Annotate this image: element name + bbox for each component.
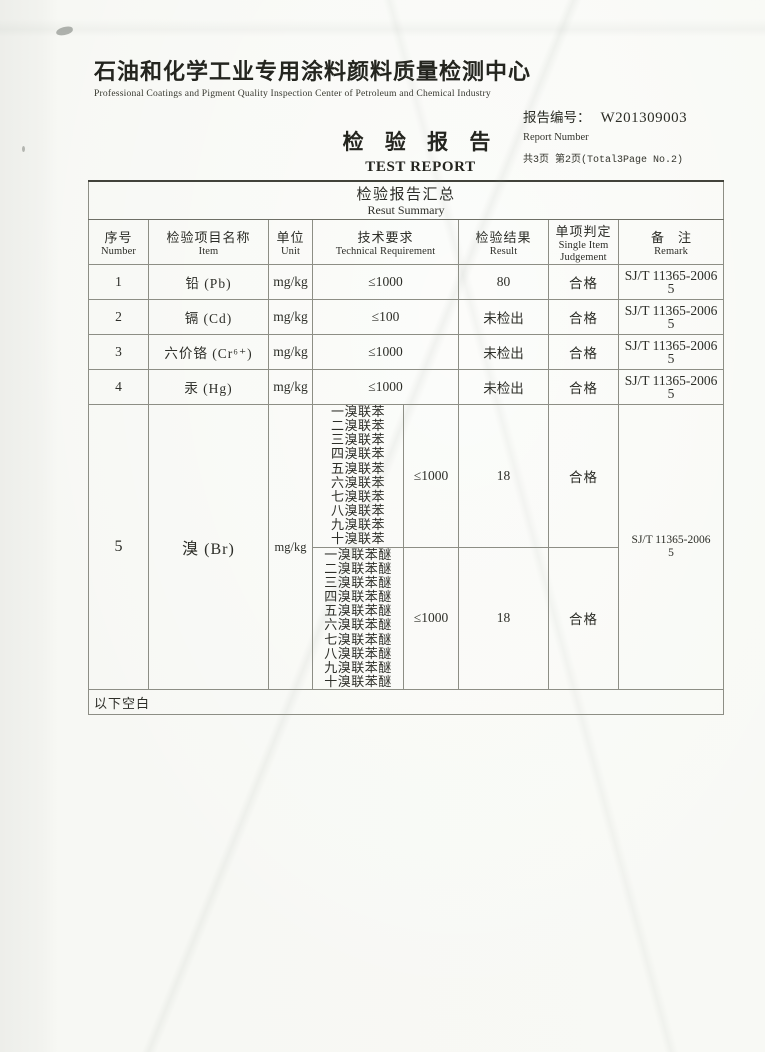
table-row-1: 1 铅 (Pb) mg/kg ≤1000 80 合格 SJ/T 11365-20… (88, 264, 725, 300)
cell-number: 3 (88, 334, 149, 370)
cell-number: 1 (88, 264, 149, 300)
report-number-label-zh: 报告编号： (523, 110, 591, 125)
substance-line: 五溴联苯醚 (324, 603, 392, 619)
cell-remark: SJ/T 11365-2006 5 (617, 264, 725, 300)
cell-item: 铅 (Pb) (148, 264, 269, 300)
scan-smudge (55, 25, 74, 37)
cell-item: 六价铬 (Cr⁶⁺) (148, 334, 269, 370)
substance-line: 五溴联苯 (330, 460, 385, 476)
cell-requirement: ≤100 (312, 299, 459, 335)
substance-line: 二溴联苯醚 (324, 560, 392, 576)
cell-judgement: 合格 (548, 299, 619, 335)
cell-result: 未检出 (458, 369, 549, 405)
cell-requirement: ≤1000 (312, 264, 459, 300)
org-name-en: Professional Coatings and Pigment Qualit… (94, 88, 491, 99)
col-header-requirement: 技术要求 Technical Requirement (312, 219, 459, 265)
substance-line: 四溴联苯 (330, 446, 385, 462)
cell-judgement: 合格 (548, 404, 619, 548)
document-title-zh: 检 验 报 告 (342, 130, 499, 154)
substance-line: 十溴联苯醚 (324, 673, 392, 689)
report-number-line: 报告编号： W201309003 (523, 106, 687, 127)
substance-line: 三溴联苯 (330, 432, 385, 448)
substance-line: 六溴联苯 (330, 474, 385, 490)
table-title-zh: 检验报告汇总 (356, 187, 456, 203)
substance-line: 六溴联苯醚 (324, 617, 392, 633)
substance-line: 十溴联苯 (330, 531, 385, 547)
cell-result: 80 (458, 264, 549, 300)
table-row-5-group-2: 一溴联苯醚 二溴联苯醚 三溴联苯醚 四溴联苯醚 五溴联苯醚 六溴联苯醚 七溴联苯醚 八溴联苯醚… (89, 546, 724, 691)
cell-requirement: ≤1000 (403, 546, 459, 691)
col-header-unit: 单位 Unit (268, 219, 313, 265)
col-header-remark: 备注 Remark (617, 219, 725, 265)
cell-judgement: 合格 (548, 334, 619, 370)
cell-remark: SJ/T 11365-2006 5 (617, 369, 725, 405)
cell-result: 18 (458, 404, 549, 548)
cell-judgement: 合格 (548, 546, 619, 691)
substance-line: 八溴联苯 (330, 503, 385, 519)
cell-remark: SJ/T 11365-2006 5 (617, 334, 725, 370)
cell-requirement: ≤1000 (403, 404, 459, 548)
report-meta: 报告编号： W201309003 Report Number 共3页 第2页(To… (523, 106, 687, 166)
col-header-number: 序号 Number (88, 219, 149, 265)
substance-line: 七溴联苯 (330, 488, 385, 504)
cell-judgement: 合格 (548, 264, 619, 300)
cell-item: 镉 (Cd) (148, 299, 269, 335)
cell-result: 未检出 (458, 299, 549, 335)
report-number-value: W201309003 (600, 110, 688, 126)
cell-remark: SJ/T 11365-2006 5 (617, 403, 725, 691)
substance-line: 一溴联苯 (330, 404, 385, 419)
cell-number: 4 (88, 369, 149, 405)
cell-requirement: ≤1000 (312, 369, 459, 405)
substance-line: 八溴联苯醚 (324, 645, 392, 661)
col-header-judgement: 单项判定 Single Item Judgement (548, 219, 619, 265)
cell-remark: SJ/T 11365-2006 5 (617, 299, 725, 335)
document-title: 检 验 报 告 TEST REPORT (318, 126, 523, 176)
cell-item: 溴 (Br) (148, 403, 269, 691)
scan-speck (22, 146, 25, 152)
substance-line: 四溴联苯醚 (324, 589, 392, 605)
cell-unit: mg/kg (268, 264, 313, 300)
page-info: 共3页 第2页(Total3Page No.2) (523, 155, 684, 166)
cell-substance-list-biphenyl-ethers: 一溴联苯醚 二溴联苯醚 三溴联苯醚 四溴联苯醚 五溴联苯醚 六溴联苯醚 七溴联苯醚 八溴联苯醚… (312, 546, 404, 691)
cell-number: 5 (88, 403, 149, 691)
cell-unit: mg/kg (268, 369, 313, 405)
org-header: 石油和化学工业专用涂料颜料质量检测中心 Professional Coating… (94, 54, 531, 99)
cell-result: 18 (458, 546, 549, 691)
cell-result: 未检出 (458, 334, 549, 370)
table-title-en: Resut Summary (367, 203, 445, 217)
blank-below-note: 以下空白 (87, 689, 725, 716)
org-name-zh: 石油和化学工业专用涂料颜料质量检测中心 (94, 59, 532, 84)
cell-substance-list-biphenyls: 一溴联苯 二溴联苯 三溴联苯 四溴联苯 五溴联苯 六溴联苯 七溴联苯 八溴联苯 九溴联苯 十溴联苯 (312, 404, 404, 548)
cell-requirement: ≤1000 (312, 334, 459, 370)
substance-line: 一溴联苯醚 (324, 547, 392, 562)
substance-line: 九溴联苯 (330, 517, 385, 533)
table-row-3: 3 六价铬 (Cr⁶⁺) mg/kg ≤1000 未检出 合格 SJ/T 113… (88, 334, 725, 370)
col-header-result: 检验结果 Result (458, 219, 549, 265)
substance-line: 九溴联苯醚 (324, 659, 392, 675)
result-summary-table: 检验报告汇总 Resut Summary 序号 Number 检验项目名称 It… (87, 180, 725, 716)
document-title-en: TEST REPORT (365, 159, 476, 175)
table-footer-row: 以下空白 (87, 689, 725, 716)
table-title-cell: 检验报告汇总 Resut Summary (87, 180, 725, 220)
substance-line: 三溴联苯醚 (324, 574, 392, 590)
cell-item: 汞 (Hg) (148, 369, 269, 405)
table-row-2: 2 镉 (Cd) mg/kg ≤100 未检出 合格 SJ/T 11365-20… (88, 299, 725, 335)
table-row-4: 4 汞 (Hg) mg/kg ≤1000 未检出 合格 SJ/T 11365-2… (88, 369, 725, 405)
cell-number: 2 (88, 299, 149, 335)
cell-judgement: 合格 (548, 369, 619, 405)
substance-line: 七溴联苯醚 (324, 631, 392, 647)
table-row-5-group-1: 5 溴 (Br) mg/kg 一溴联苯 二溴联苯 三溴联苯 四溴联苯 五溴联苯 六溴联苯七… (88, 403, 725, 691)
cell-unit: mg/kg (268, 334, 313, 370)
col-header-item: 检验项目名称 Item (148, 219, 269, 265)
report-number-label-en: Report Number (523, 132, 589, 143)
substance-line: 二溴联苯 (330, 418, 385, 434)
cell-unit: mg/kg (268, 299, 313, 335)
cell-unit: mg/kg (268, 403, 313, 691)
